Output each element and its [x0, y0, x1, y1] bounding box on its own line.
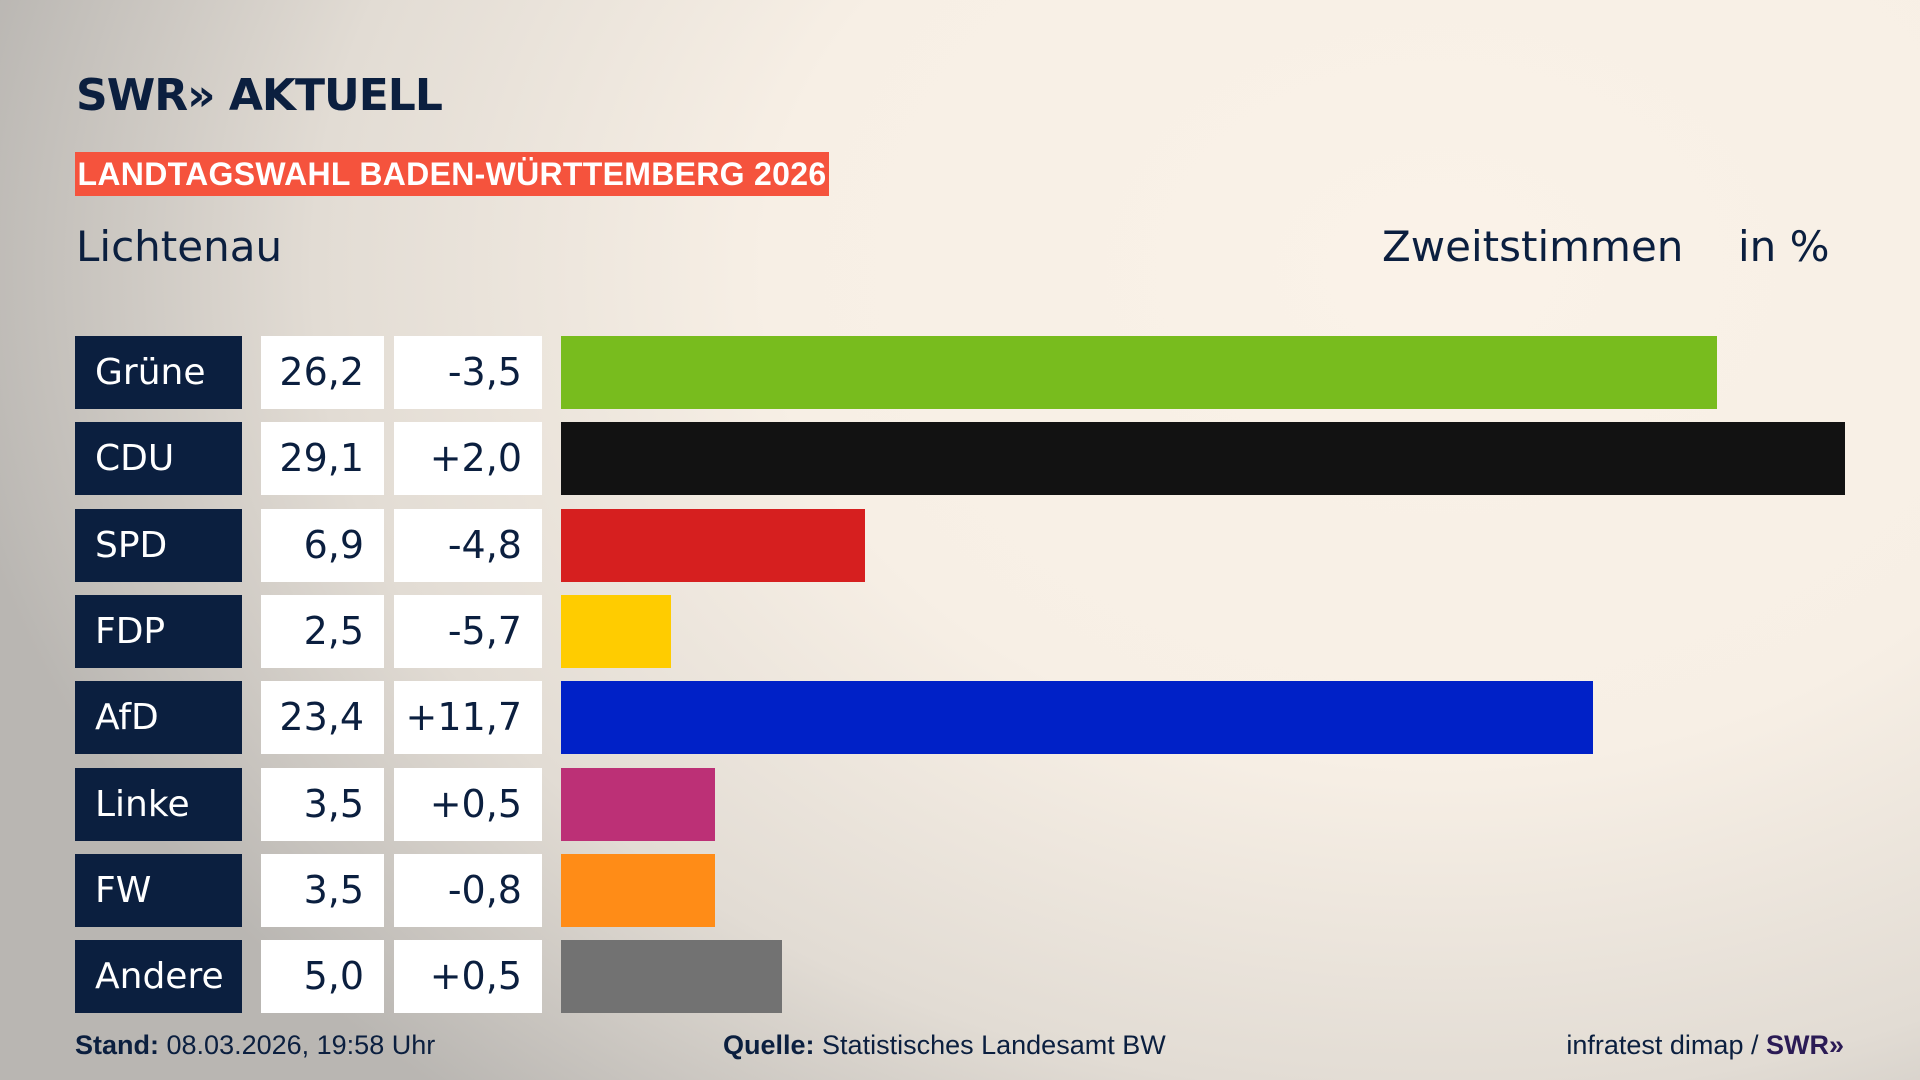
- timestamp: Stand: 08.03.2026, 19:58 Uhr: [75, 1030, 435, 1061]
- bar: [561, 767, 716, 841]
- chart-row: Linke 3,5 +0,5: [0, 767, 1920, 841]
- stand-label: Stand:: [75, 1030, 159, 1060]
- party-label: FDP: [75, 594, 242, 668]
- source-label: Quelle:: [723, 1030, 815, 1060]
- value-label: 3,5: [261, 853, 384, 927]
- chart-row: SPD 6,9 -4,8: [0, 508, 1920, 582]
- chart-row: Andere 5,0 +0,5: [0, 940, 1920, 1014]
- bar: [561, 940, 782, 1014]
- diff-label: -0,8: [394, 853, 542, 927]
- bar: [561, 422, 1845, 496]
- diff-label: -3,5: [394, 336, 542, 409]
- value-label: 3,5: [261, 767, 384, 841]
- diff-label: -4,8: [394, 508, 542, 582]
- chart-row: AfD 23,4 +11,7: [0, 681, 1920, 755]
- swr-aktuell-logo: SWR» AKTUELL: [76, 70, 443, 121]
- stand-value: 08.03.2026, 19:58 Uhr: [166, 1030, 436, 1060]
- chart-row: CDU 29,1 +2,0: [0, 422, 1920, 496]
- party-label: CDU: [75, 422, 242, 496]
- diff-label: +0,5: [394, 767, 542, 841]
- party-label: Grüne: [75, 336, 242, 409]
- value-label: 5,0: [261, 940, 384, 1014]
- source-value: Statistisches Landesamt BW: [822, 1030, 1166, 1060]
- swr-logo: SWR»: [1765, 1030, 1844, 1060]
- value-label: 23,4: [261, 681, 384, 755]
- vote-type-label: Zweitstimmen: [1382, 222, 1684, 271]
- value-label: 2,5: [261, 594, 384, 668]
- diff-label: +2,0: [394, 422, 542, 496]
- party-label: AfD: [75, 681, 242, 755]
- value-label: 6,9: [261, 508, 384, 582]
- value-label: 26,2: [261, 336, 384, 409]
- unit-label: in %: [1738, 222, 1830, 271]
- value-label: 29,1: [261, 422, 384, 496]
- party-label: FW: [75, 853, 242, 927]
- chart-row: Grüne 26,2 -3,5: [0, 336, 1920, 409]
- region-title: Lichtenau: [76, 222, 283, 271]
- party-label: Andere: [75, 940, 242, 1014]
- bar: [561, 853, 716, 927]
- diff-label: +0,5: [394, 940, 542, 1014]
- credit: infratest dimap / SWR»: [1566, 1030, 1844, 1061]
- diff-label: -5,7: [394, 594, 542, 668]
- diff-label: +11,7: [394, 681, 542, 755]
- election-banner: LANDTAGSWAHL BADEN-WÜRTTEMBERG 2026: [75, 152, 829, 196]
- bar: [561, 336, 1718, 409]
- chart-row: FW 3,5 -0,8: [0, 853, 1920, 927]
- party-label: SPD: [75, 508, 242, 582]
- bar: [561, 508, 866, 582]
- chart-row: FDP 2,5 -5,7: [0, 594, 1920, 668]
- party-label: Linke: [75, 767, 242, 841]
- source: Quelle: Statistisches Landesamt BW: [723, 1030, 1166, 1061]
- bar: [561, 681, 1594, 755]
- bar: [561, 594, 672, 668]
- credit-text: infratest dimap /: [1566, 1030, 1759, 1060]
